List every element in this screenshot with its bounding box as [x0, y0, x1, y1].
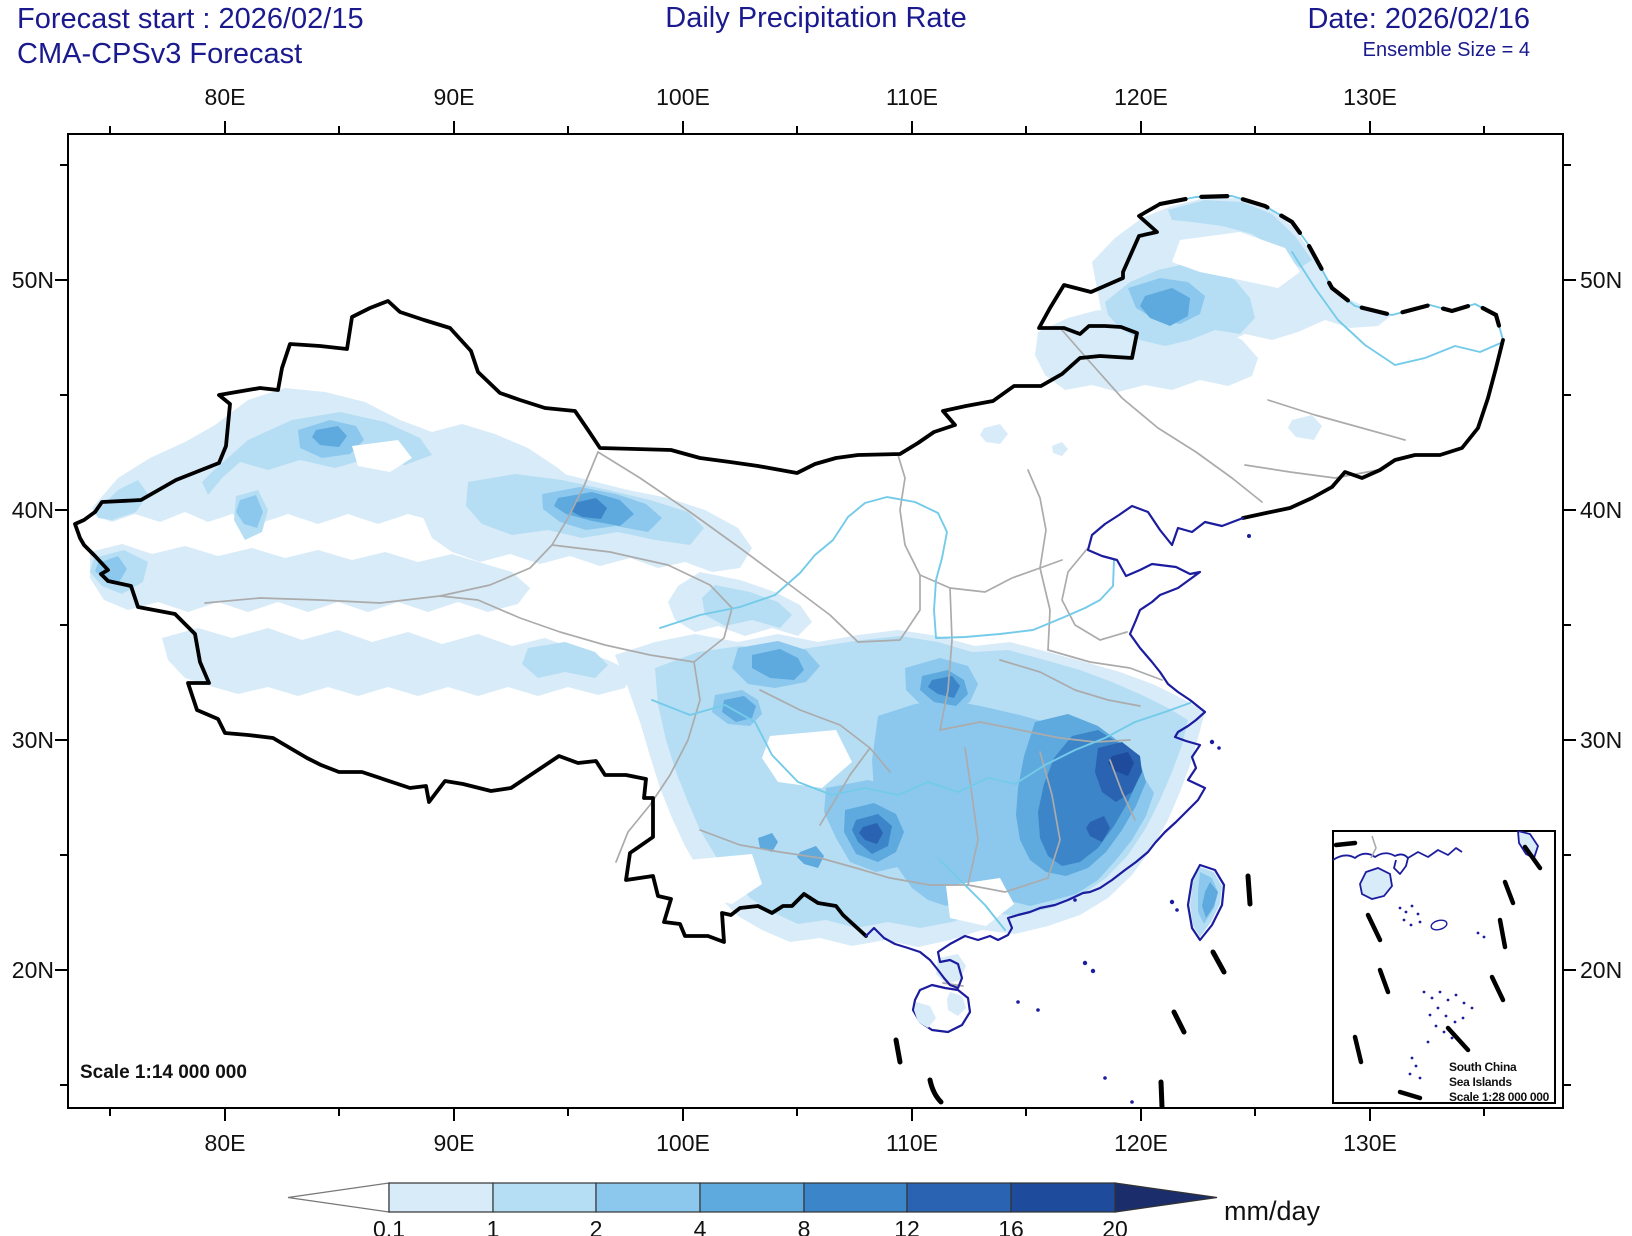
lat-tick-right-50n: 50N — [1580, 267, 1623, 293]
lat-tick-right-20n: 20N — [1580, 957, 1623, 983]
colorbar-cell — [492, 1182, 597, 1213]
map-scale-label: Scale 1:14 000 000 — [80, 1062, 247, 1083]
lon-tick-bottom-80e: 80E — [204, 1130, 246, 1156]
lon-tick-top-110e: 110E — [885, 84, 939, 110]
plot-title: Daily Precipitation Rate — [665, 2, 967, 34]
model-name-label: CMA-CPSv3 Forecast — [17, 38, 303, 70]
colorbar-cell — [388, 1182, 494, 1213]
precip-dry-holes — [352, 232, 1300, 926]
lat-tick-right-30n: 30N — [1580, 727, 1623, 753]
colorbar-label-2: 2 — [589, 1216, 603, 1236]
offshore-islets — [1016, 534, 1251, 1104]
lat-tick-left-40n: 40N — [11, 497, 54, 523]
inset-scale-label: Scale 1:28 000 000 — [1449, 1090, 1550, 1104]
national-border — [73, 202, 1505, 944]
maritime-dashes — [893, 873, 1253, 1108]
colorbar-unit-label: mm/day — [1224, 1196, 1321, 1226]
colorbar-label-16: 16 — [998, 1216, 1024, 1236]
inset-map — [1332, 830, 1556, 1104]
inset-title-line2: Sea Islands — [1449, 1075, 1512, 1089]
inset-title-line1: South China — [1449, 1060, 1517, 1074]
ensemble-size-label: Ensemble Size = 4 — [1362, 39, 1530, 61]
colorbar — [287, 1182, 1218, 1213]
colorbar-cell — [803, 1182, 908, 1213]
lon-tick-top-120e: 120E — [1114, 84, 1168, 110]
lon-tick-top-100e: 100E — [656, 84, 710, 110]
colorbar-label-4: 4 — [693, 1216, 707, 1236]
lat-tick-left-30n: 30N — [11, 727, 54, 753]
colorbar-cell — [699, 1182, 805, 1213]
colorbar-cell — [1010, 1182, 1116, 1213]
colorbar-label-12: 12 — [894, 1216, 920, 1236]
lon-tick-top-130e: 130E — [1343, 84, 1397, 110]
lon-tick-bottom-90e: 90E — [433, 1130, 475, 1156]
inset-coastline — [1333, 847, 1463, 875]
colorbar-label-0p1: 0.1 — [373, 1216, 405, 1236]
lon-tick-top-80e: 80E — [204, 84, 246, 110]
inset-islands — [1398, 904, 1486, 1080]
province-borders — [204, 329, 1406, 987]
map-frame — [67, 133, 1564, 1109]
colorbar-over-arrow — [1114, 1182, 1218, 1213]
valid-date-label: Date: 2026/02/16 — [1307, 3, 1530, 35]
lat-tick-left-50n: 50N — [11, 267, 54, 293]
forecast-start-label: Forecast start : 2026/02/15 — [17, 3, 364, 35]
colorbar-under-arrow — [287, 1182, 390, 1213]
lat-tick-right-40n: 40N — [1580, 497, 1623, 523]
inset-nine-dash-line — [1333, 840, 1543, 1101]
lon-tick-bottom-130e: 130E — [1343, 1130, 1397, 1156]
island-precip — [914, 867, 1222, 1028]
colorbar-label-1: 1 — [486, 1216, 500, 1236]
colorbar-cell — [906, 1182, 1012, 1213]
colorbar-label-8: 8 — [797, 1216, 811, 1236]
colorbar-label-20: 20 — [1102, 1216, 1128, 1236]
colorbar-cell — [595, 1182, 701, 1213]
lat-tick-left-20n: 20N — [11, 957, 54, 983]
lon-tick-bottom-120e: 120E — [1114, 1130, 1168, 1156]
inset-province-line — [1370, 835, 1377, 859]
axis-ticks — [55, 121, 1576, 1121]
inset-hainan — [1359, 867, 1393, 900]
lon-tick-bottom-110e: 110E — [885, 1130, 939, 1156]
amur-dashed-border — [1157, 193, 1506, 343]
lon-tick-top-90e: 90E — [433, 84, 475, 110]
lon-tick-bottom-100e: 100E — [656, 1130, 710, 1156]
